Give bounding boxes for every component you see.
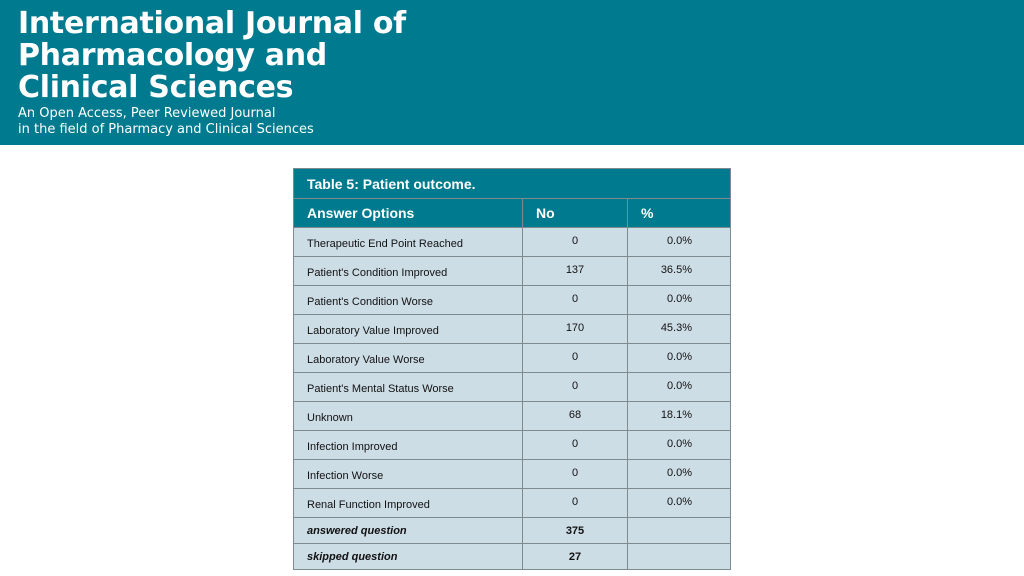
answer-option-cell: Patient's Condition Worse [293,285,523,315]
table-row: Laboratory Value Improved 170 45.3% [293,314,732,344]
table-row: Infection Worse 0 0.0% [293,459,732,489]
table-row: Patient's Condition Improved 137 36.5% [293,256,732,286]
percent-cell: 0.0% [626,372,732,402]
answer-option-cell: Laboratory Value Worse [293,343,523,373]
journal-banner: International Journal of Pharmacology an… [0,0,1024,145]
table-header-row: Answer Options No % [293,198,732,228]
table-row: Patient's Mental Status Worse 0 0.0% [293,372,732,402]
journal-title-line: International Journal of [18,6,406,41]
count-cell: 0 [522,227,628,257]
count-cell: 0 [522,285,628,315]
table-row: Infection Improved 0 0.0% [293,430,732,460]
count-cell: 170 [522,314,628,344]
summary-empty-cell [626,543,732,570]
summary-value-cell: 27 [522,543,628,570]
answer-option-cell: Laboratory Value Improved [293,314,523,344]
journal-title-line: Pharmacology and [18,38,327,73]
journal-title: International Journal of Pharmacology an… [18,8,406,104]
table-row: Therapeutic End Point Reached 0 0.0% [293,227,732,257]
percent-cell: 0.0% [626,488,732,518]
patient-outcome-table-container: Table 5: Patient outcome. Answer Options… [292,168,732,570]
summary-value-cell: 375 [522,517,628,544]
answer-option-cell: Therapeutic End Point Reached [293,227,523,257]
table-caption: Table 5: Patient outcome. [292,168,732,199]
count-cell: 0 [522,430,628,460]
journal-subtitle-line: An Open Access, Peer Reviewed Journal [18,106,276,121]
percent-cell: 0.0% [626,285,732,315]
answer-option-cell: Patient's Mental Status Worse [293,372,523,402]
count-cell: 68 [522,401,628,431]
percent-cell: 45.3% [626,314,732,344]
count-cell: 0 [522,488,628,518]
count-cell: 0 [522,372,628,402]
table-row: Patient's Condition Worse 0 0.0% [293,285,732,315]
summary-row: skipped question 27 [293,543,732,570]
percent-cell: 18.1% [626,401,732,431]
percent-cell: 0.0% [626,430,732,460]
count-cell: 137 [522,256,628,286]
summary-label-cell: answered question [293,517,523,544]
summary-row: answered question 375 [293,517,732,544]
answer-option-cell: Renal Function Improved [293,488,523,518]
percent-cell: 0.0% [626,343,732,373]
journal-subtitle: An Open Access, Peer Reviewed Journal in… [18,106,314,138]
summary-empty-cell [626,517,732,544]
table-row: Renal Function Improved 0 0.0% [293,488,732,518]
count-cell: 0 [522,343,628,373]
answer-option-cell: Infection Improved [293,430,523,460]
count-cell: 0 [522,459,628,489]
column-header-percent: % [626,198,732,228]
column-header-no: No [522,198,628,228]
answer-option-cell: Unknown [293,401,523,431]
journal-title-line: Clinical Sciences [18,70,294,105]
summary-label-cell: skipped question [293,543,523,570]
percent-cell: 36.5% [626,256,732,286]
patient-outcome-table: Table 5: Patient outcome. Answer Options… [292,168,732,570]
table-row: Laboratory Value Worse 0 0.0% [293,343,732,373]
percent-cell: 0.0% [626,227,732,257]
column-header-answer-options: Answer Options [293,198,523,228]
answer-option-cell: Infection Worse [293,459,523,489]
table-row: Unknown 68 18.1% [293,401,732,431]
answer-option-cell: Patient's Condition Improved [293,256,523,286]
percent-cell: 0.0% [626,459,732,489]
journal-subtitle-line: in the field of Pharmacy and Clinical Sc… [18,122,314,137]
